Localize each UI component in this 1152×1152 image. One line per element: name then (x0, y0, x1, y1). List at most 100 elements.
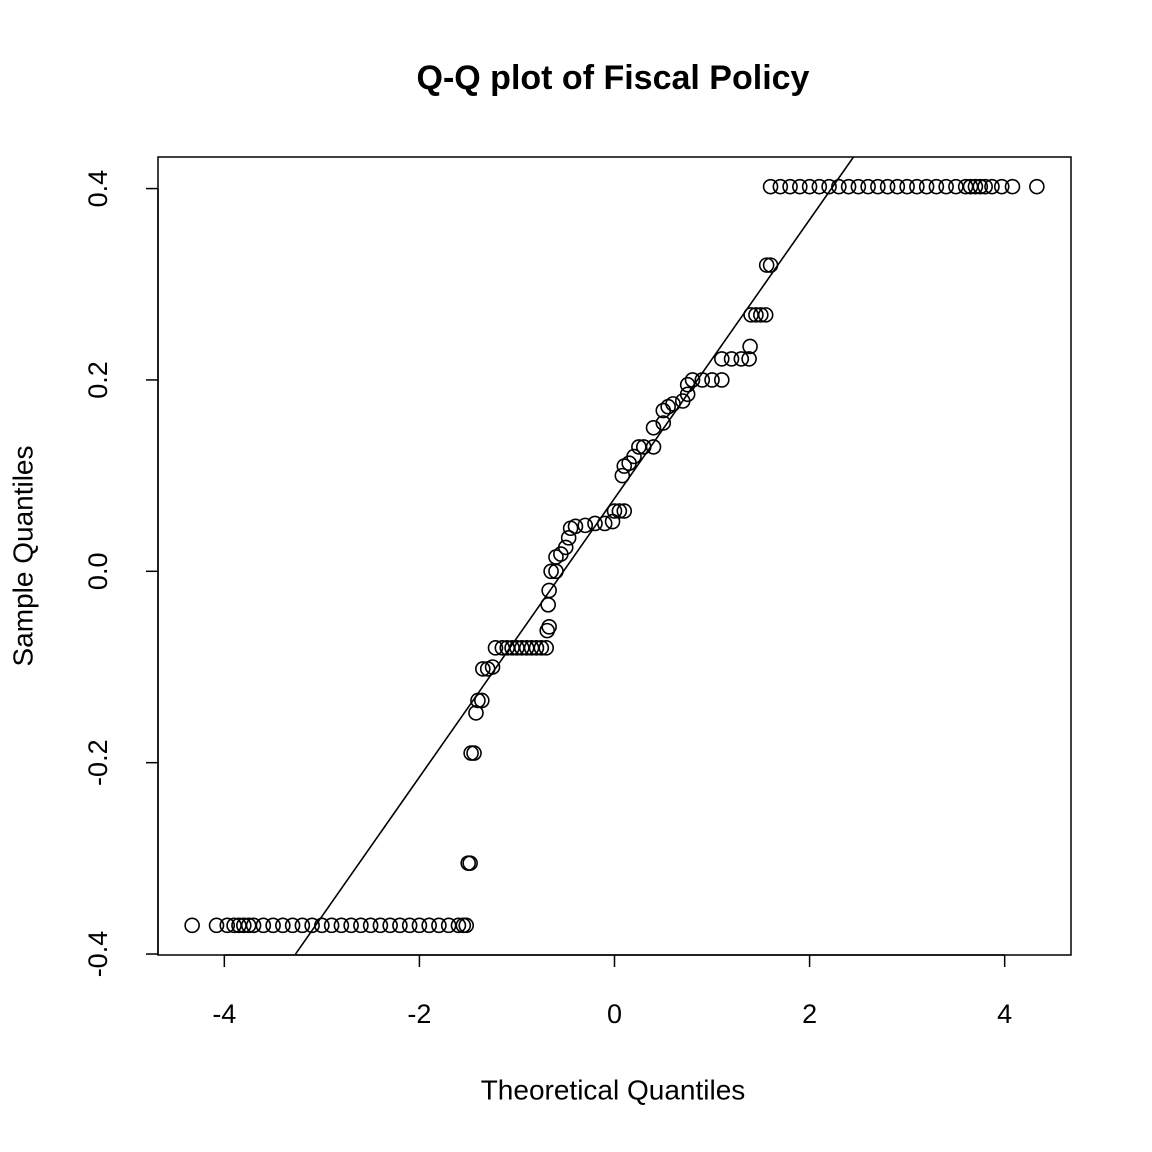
point (528, 640, 545, 656)
x-tick-label: -4 (212, 999, 236, 1029)
point (723, 351, 740, 367)
point (533, 640, 550, 656)
point (762, 178, 779, 195)
point (801, 178, 818, 195)
point (713, 351, 730, 367)
point (993, 178, 1010, 195)
point (275, 917, 291, 934)
point (462, 855, 478, 871)
point (236, 917, 252, 934)
point (626, 448, 642, 465)
point (782, 178, 798, 195)
point (938, 178, 954, 195)
point (616, 503, 633, 519)
point (918, 178, 935, 195)
point (411, 917, 428, 934)
point (741, 351, 757, 367)
point (733, 351, 750, 367)
point (245, 917, 262, 934)
point (382, 917, 398, 934)
point (704, 372, 720, 388)
point (1029, 178, 1045, 195)
point (811, 178, 828, 195)
reference-line (294, 157, 855, 955)
point (343, 917, 359, 934)
point (792, 178, 808, 195)
x-tick-label: 0 (607, 999, 622, 1029)
point (557, 539, 574, 556)
y-tick-label: -0.2 (83, 739, 113, 786)
point (984, 178, 1000, 195)
point (560, 530, 577, 546)
point (748, 307, 764, 323)
point (713, 372, 730, 388)
point (353, 917, 369, 934)
point (431, 917, 447, 934)
point (967, 178, 984, 195)
point (468, 705, 484, 721)
point (466, 745, 482, 761)
y-tick-label: 0.0 (83, 553, 113, 591)
y-tick-label: 0.4 (83, 170, 113, 208)
x-axis-title: Theoretical Quantiles (481, 1074, 746, 1105)
point (870, 178, 886, 195)
point (265, 917, 281, 934)
plot-area (184, 157, 1045, 955)
point (450, 917, 467, 934)
point (577, 517, 594, 534)
point (821, 178, 837, 195)
y-tick-label: -0.4 (83, 931, 113, 978)
point (977, 178, 993, 195)
point (757, 307, 774, 323)
point (219, 917, 236, 934)
point (392, 917, 408, 934)
point (645, 419, 662, 436)
y-axis-title: Sample Quantiles (7, 445, 38, 666)
point (840, 178, 857, 195)
point (538, 640, 555, 656)
point (543, 563, 559, 580)
point (333, 917, 350, 934)
point (772, 178, 789, 195)
point (860, 178, 876, 195)
x-tick-label: 4 (997, 999, 1012, 1029)
point (909, 178, 925, 195)
point (484, 659, 501, 675)
chart-title: Q-Q plot of Fiscal Policy (417, 59, 810, 97)
point (487, 640, 504, 656)
point (372, 917, 389, 934)
point (294, 917, 311, 934)
point (208, 917, 225, 934)
point (475, 661, 491, 677)
y-tick-label: 0.2 (83, 361, 113, 399)
point (184, 917, 200, 934)
point (401, 917, 418, 934)
point (972, 178, 989, 195)
point (587, 515, 603, 532)
point (362, 917, 379, 934)
point (323, 917, 340, 934)
point (421, 917, 437, 934)
point (458, 917, 475, 934)
point (606, 503, 623, 519)
point (255, 917, 272, 934)
point (1004, 178, 1021, 195)
point (850, 178, 867, 195)
point (304, 917, 320, 934)
point (753, 307, 769, 323)
point (928, 178, 945, 195)
point (889, 178, 906, 195)
point (742, 338, 758, 355)
point (614, 467, 631, 484)
point (541, 582, 557, 599)
point (541, 619, 557, 635)
point (645, 439, 662, 455)
point (611, 503, 628, 519)
point (899, 178, 915, 195)
point (284, 917, 301, 934)
point (758, 257, 775, 273)
point (679, 386, 696, 403)
